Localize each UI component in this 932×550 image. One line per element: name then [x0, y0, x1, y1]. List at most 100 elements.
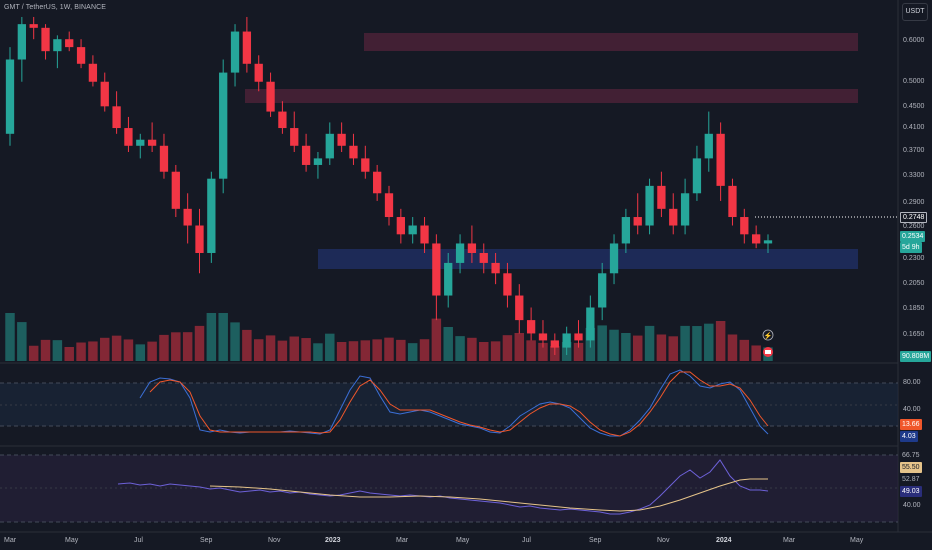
candles: [5, 16, 773, 355]
symbol-title[interactable]: GMT / TetherUS, 1W, BINANCE: [4, 4, 107, 11]
candle-body: [41, 27, 50, 52]
price-label: 0.4100: [903, 124, 925, 131]
volume-bar: [64, 347, 74, 361]
volume-bar: [277, 340, 288, 361]
volume-bar: [336, 342, 347, 361]
candle-body: [171, 171, 180, 209]
stoch-label: 40.00: [903, 406, 921, 413]
candle-body: [325, 133, 334, 159]
candle-body: [479, 252, 488, 263]
candle-body: [88, 63, 98, 82]
volume-bar: [467, 337, 477, 361]
candle-body: [301, 145, 311, 165]
volume-bar: [455, 336, 465, 361]
countdown-badge: 5d 9h: [900, 242, 922, 253]
volume-bar: [597, 325, 607, 361]
candle-body: [100, 81, 109, 107]
volume-bar: [407, 343, 418, 361]
rsi-value-badge: 49.03: [900, 486, 922, 497]
rsi-upper-badge: 66.75: [900, 450, 922, 461]
candle-body: [432, 243, 441, 296]
time-label: Jul: [134, 537, 143, 544]
time-label: Mar: [396, 537, 409, 544]
candle-body: [65, 39, 74, 48]
volume-bar: [40, 339, 51, 361]
volume-bar: [360, 340, 371, 361]
volume-bar: [479, 342, 489, 361]
volume-bar: [502, 335, 513, 361]
candle-body: [444, 262, 453, 296]
volume-bar: [348, 341, 359, 361]
candle-body: [349, 145, 358, 159]
candle-body: [207, 178, 216, 253]
volume-bar: [100, 337, 110, 361]
candle-body: [740, 217, 749, 235]
candle-body: [598, 273, 607, 308]
volume-bar: [88, 341, 98, 361]
volume-bar: [692, 326, 702, 361]
candle-body: [195, 225, 204, 253]
current-price-badge: 0.2534: [900, 231, 926, 242]
volume-bar: [644, 325, 655, 361]
candle-body: [313, 158, 323, 165]
candle-body: [361, 158, 370, 172]
candle-body: [609, 243, 619, 274]
alert-icon-glyph: ⚡: [764, 331, 773, 340]
volume-bar: [313, 343, 323, 361]
volume-bar: [230, 322, 240, 361]
time-label: Mar: [783, 537, 796, 544]
candle-body: [76, 47, 86, 64]
candle-body: [254, 63, 263, 82]
volume-bar: [218, 313, 228, 361]
candle-body: [692, 158, 702, 194]
price-label: 0.2600: [903, 223, 925, 230]
support-zone: [318, 249, 858, 269]
time-label: 2023: [325, 537, 341, 544]
price-label: 0.6000: [903, 37, 925, 44]
volume-bar: [194, 325, 205, 361]
price-label: 0.5000: [903, 78, 925, 85]
candle-body: [136, 139, 145, 146]
candle-body: [230, 31, 240, 73]
rsi-ma-line: [209, 478, 768, 512]
candle-body: [550, 340, 559, 348]
volume-bar: [538, 342, 548, 361]
candle-body: [704, 133, 713, 159]
candle-body: [420, 225, 429, 244]
candle-body: [53, 39, 62, 52]
candle-body: [538, 333, 548, 341]
price-label: 0.4500: [903, 103, 925, 110]
volume-bar: [656, 334, 667, 361]
volume-bar: [182, 332, 193, 361]
candle-body: [266, 81, 275, 112]
candle-body: [455, 243, 465, 263]
resistance-zone-upper: [364, 33, 858, 51]
volume-bar: [159, 334, 169, 361]
candle-body: [680, 193, 690, 226]
time-label: Sep: [200, 537, 213, 544]
volume-bar: [28, 345, 39, 361]
candle-body: [29, 24, 38, 28]
volume-bar: [751, 345, 761, 361]
volume-badge: 90.808M: [900, 351, 932, 362]
currency-button[interactable]: USDT: [902, 3, 928, 21]
candle-body: [491, 262, 500, 274]
price-label: 0.2900: [903, 199, 925, 206]
candle-body: [396, 217, 405, 235]
candle-body: [219, 72, 228, 179]
time-label: 2024: [716, 537, 732, 544]
volume-bar: [490, 341, 501, 361]
volume-bar: [526, 340, 536, 361]
volume-bar: [111, 335, 122, 361]
volume-bar: [52, 340, 63, 361]
candle-body: [147, 139, 157, 146]
candle-body: [408, 225, 417, 235]
volume-bar: [609, 329, 619, 361]
rsi-mid-badge: 52.87: [900, 474, 922, 485]
candle-body: [183, 208, 192, 226]
price-label: 0.2050: [903, 280, 925, 287]
candle-body: [467, 243, 477, 253]
alert-icon[interactable]: [762, 329, 774, 341]
